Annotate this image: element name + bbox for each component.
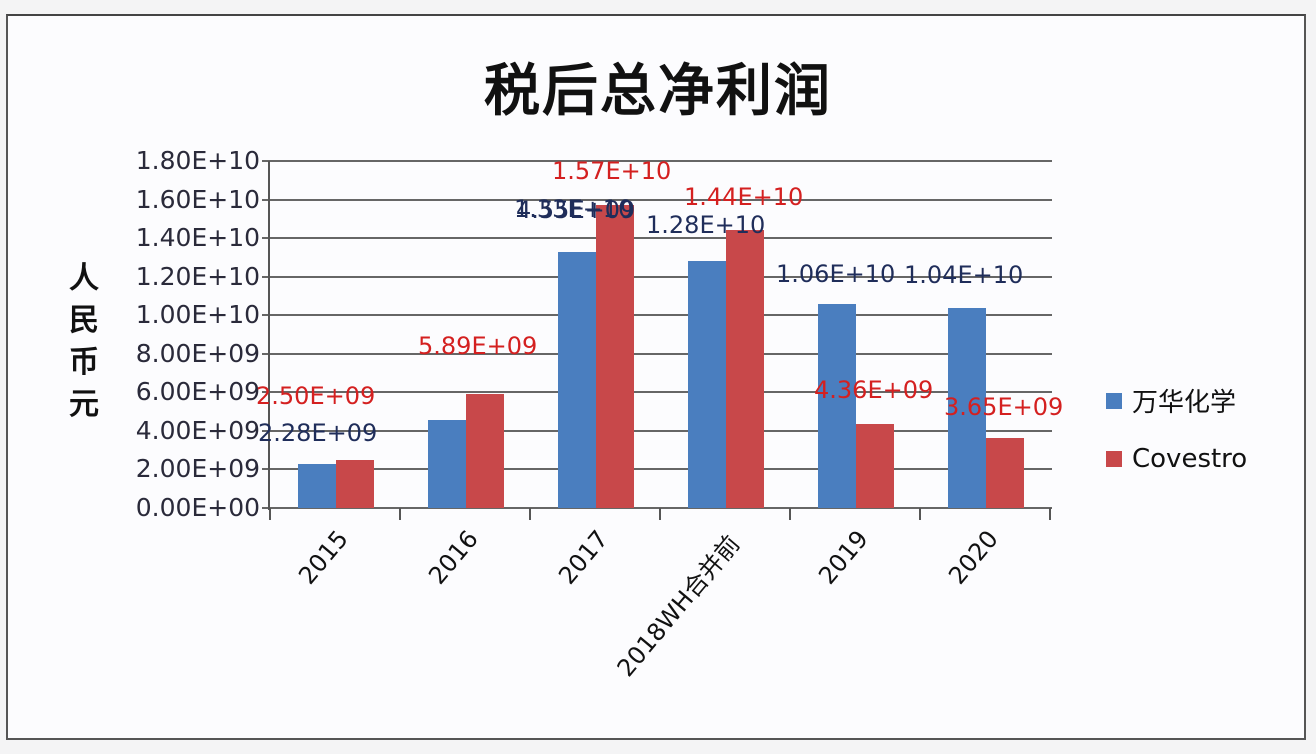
bar-Covestro: [336, 459, 374, 508]
legend-swatch: [1106, 392, 1122, 409]
gridline: [262, 314, 1052, 317]
bar-万华化学: [298, 464, 336, 508]
data-label: 3.65E+09: [944, 393, 1064, 421]
data-label: 1.06E+10: [776, 260, 896, 288]
bar-Covestro: [596, 205, 634, 508]
y-tick-label: 2.00E+09: [135, 454, 260, 484]
legend-label: Covestro: [1132, 444, 1248, 474]
chart-frame: [6, 14, 1306, 740]
y-axis-label: 人民币元: [64, 258, 104, 426]
bar-万华化学: [428, 420, 466, 508]
y-tick-label: 8.00E+09: [135, 338, 260, 368]
gridline: [262, 429, 1052, 432]
gridline: [262, 198, 1052, 201]
x-tick-mark: [919, 508, 921, 520]
data-label: 1.44E+10: [684, 183, 804, 211]
gridline: [262, 507, 1052, 509]
data-label: 1.04E+10: [904, 261, 1024, 289]
bar-Covestro: [986, 437, 1024, 508]
x-tick-mark: [529, 508, 531, 520]
y-tick-label: 1.60E+10: [135, 184, 260, 214]
y-tick-label: 4.00E+09: [135, 415, 260, 445]
data-label: 5.89E+09: [418, 332, 538, 360]
legend-item: Covestro: [1106, 444, 1247, 474]
data-label: 1.33E+10: [514, 195, 634, 223]
bar-Covestro: [466, 394, 504, 508]
x-tick-mark: [269, 508, 271, 520]
y-axis-line: [268, 161, 270, 510]
bar-万华化学: [818, 303, 856, 508]
gridline: [262, 468, 1052, 471]
gridline: [262, 237, 1052, 240]
bar-Covestro: [856, 423, 894, 508]
chart-title: 税后总净利润: [484, 59, 832, 124]
bar-万华化学: [688, 261, 726, 508]
bar-Covestro: [726, 230, 764, 508]
gridline: [262, 160, 1052, 162]
legend-swatch: [1106, 451, 1122, 467]
y-tick-label: 0.00E+00: [135, 493, 260, 522]
y-tick-label: 1.00E+10: [135, 300, 260, 330]
y-axis-label-char: 民: [69, 303, 99, 338]
y-tick-label: 6.00E+09: [135, 377, 260, 407]
x-tick-mark: [789, 508, 791, 520]
data-label: 4.55E+09: [516, 196, 636, 224]
data-label: 2.50E+09: [256, 382, 376, 410]
gridline: [262, 275, 1052, 278]
y-tick-label: 1.20E+10: [135, 261, 260, 291]
x-tick-mark: [399, 508, 401, 520]
data-label: 1.28E+10: [646, 211, 766, 239]
y-axis-label-char: 人: [69, 261, 99, 296]
gridline: [262, 391, 1052, 394]
bar-万华化学: [558, 251, 596, 508]
data-label: 1.57E+10: [552, 157, 672, 185]
legend-label: 万华化学: [1132, 388, 1237, 418]
bar-万华化学: [948, 307, 986, 508]
y-tick-label: 1.80E+10: [135, 146, 260, 175]
y-axis-label-char: 币: [69, 345, 99, 380]
gridline: [262, 352, 1052, 355]
x-tick-mark: [1049, 508, 1051, 520]
data-label: 4.36E+09: [814, 376, 934, 404]
x-tick-mark: [659, 508, 661, 520]
y-axis-label-char: 元: [69, 387, 99, 422]
legend-item: 万华化学: [1106, 382, 1236, 419]
data-label: 2.28E+09: [258, 419, 378, 447]
y-tick-label: 1.40E+10: [135, 223, 260, 253]
